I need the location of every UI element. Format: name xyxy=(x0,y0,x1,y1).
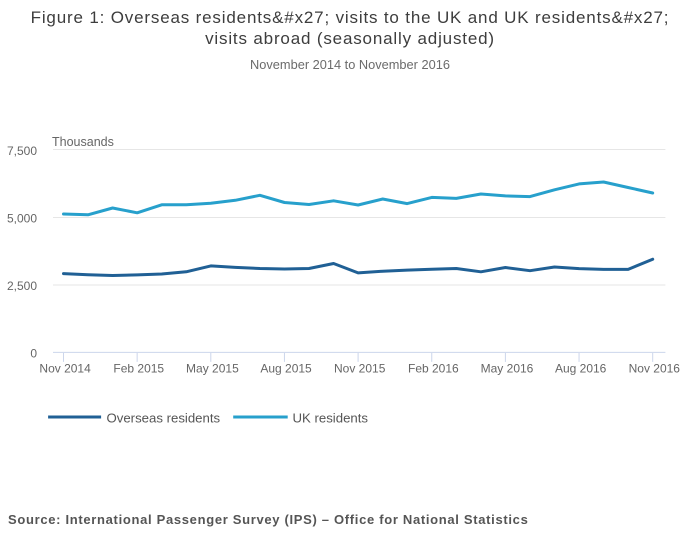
svg-text:7,500: 7,500 xyxy=(7,144,37,158)
svg-text:Aug 2016: Aug 2016 xyxy=(555,362,607,376)
svg-text:May 2015: May 2015 xyxy=(186,362,239,376)
svg-text:5,000: 5,000 xyxy=(7,212,37,226)
svg-text:Overseas residents: Overseas residents xyxy=(107,411,221,426)
svg-text:Nov 2016: Nov 2016 xyxy=(629,362,681,376)
svg-text:Aug 2015: Aug 2015 xyxy=(260,362,312,376)
svg-text:Feb 2015: Feb 2015 xyxy=(113,362,164,376)
svg-text:Nov 2015: Nov 2015 xyxy=(334,362,386,376)
svg-text:UK residents: UK residents xyxy=(293,411,369,426)
svg-text:May 2016: May 2016 xyxy=(481,362,534,376)
svg-text:Feb 2016: Feb 2016 xyxy=(408,362,459,376)
svg-text:2,500: 2,500 xyxy=(7,279,37,293)
svg-text:Thousands: Thousands xyxy=(52,135,114,149)
svg-text:0: 0 xyxy=(30,347,37,361)
svg-text:Nov 2014: Nov 2014 xyxy=(39,362,91,376)
